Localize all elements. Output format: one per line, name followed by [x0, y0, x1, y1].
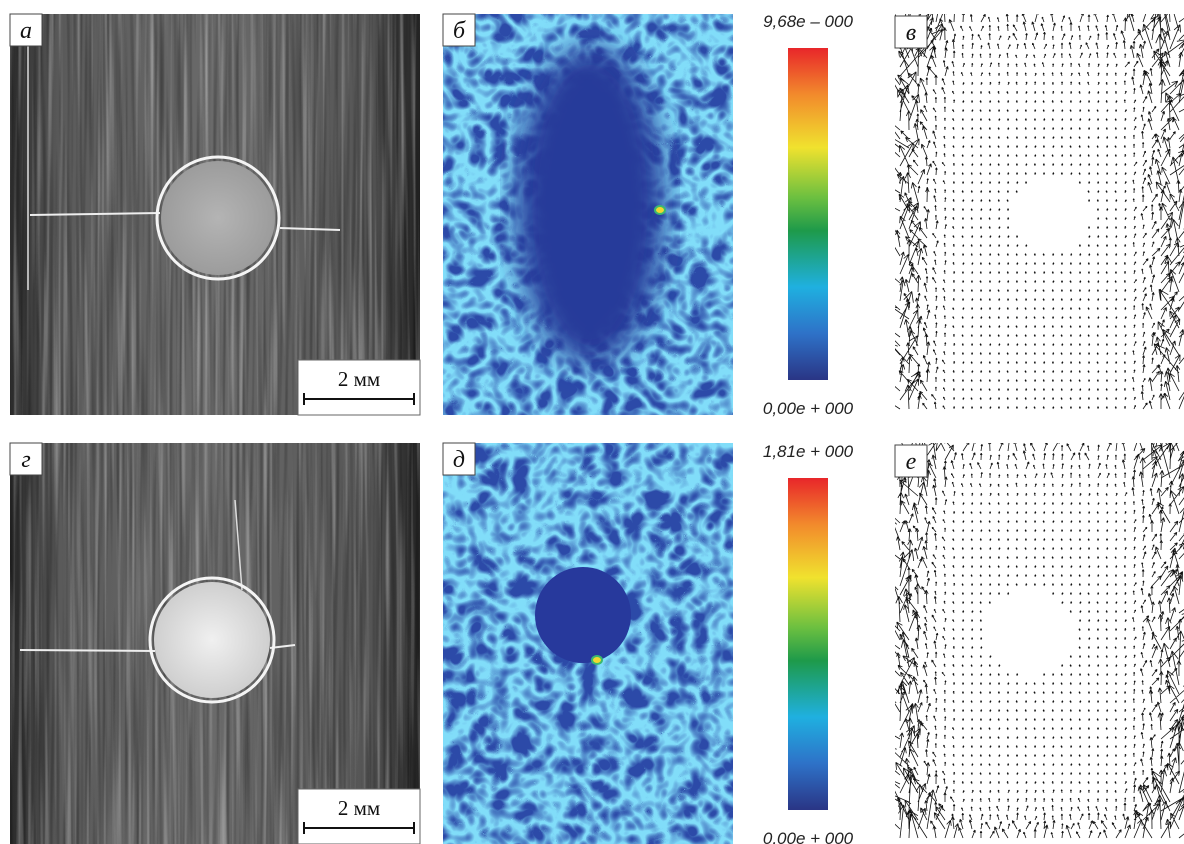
crack — [20, 650, 155, 651]
photo-panel: 2 мм а — [10, 14, 420, 415]
field-image — [443, 443, 733, 844]
vector-arrows — [862, 420, 1184, 838]
photo-image — [10, 14, 420, 415]
hot-spot — [592, 656, 602, 664]
disc — [161, 161, 275, 275]
photo-panel: 2 мм г — [10, 443, 420, 844]
hot-spot — [655, 206, 665, 214]
colorbar-gradient — [788, 48, 828, 380]
hole-region — [535, 567, 631, 663]
vector-arrows — [867, 0, 1184, 409]
vector-panel: е — [862, 420, 1184, 838]
panel-label: в — [906, 20, 916, 46]
panel-label: е — [906, 449, 917, 475]
colorbar: 9,68e – 000 0,00e + 000 — [763, 12, 854, 418]
field-panel: д — [443, 443, 733, 844]
panel-label: а — [20, 18, 32, 44]
colorbar-gradient — [788, 478, 828, 810]
vector-panel: в — [867, 0, 1184, 409]
colorbar-max: 9,68e – 000 — [763, 12, 853, 31]
colorbar-min: 0,00e + 000 — [763, 399, 854, 418]
colorbar-max: 1,81e + 000 — [763, 442, 854, 461]
photo-image — [10, 443, 420, 844]
figure: 2 мм а б 9,68e – 000 0,00e + 000 в 2 мм г д 1,81e… — [0, 0, 1184, 844]
scale-bar-text: 2 мм — [338, 796, 380, 820]
panel-label: г — [21, 447, 30, 473]
colorbar: 1,81e + 000 0,00e + 000 — [763, 442, 854, 844]
disc — [154, 582, 270, 698]
panel-label: б — [453, 18, 466, 44]
colorbar-min: 0,00e + 000 — [763, 829, 854, 844]
scale-bar-text: 2 мм — [338, 367, 380, 391]
panel-label: д — [453, 447, 465, 473]
field-image — [443, 14, 733, 415]
field-panel: б — [443, 14, 733, 415]
low-region — [515, 45, 665, 365]
